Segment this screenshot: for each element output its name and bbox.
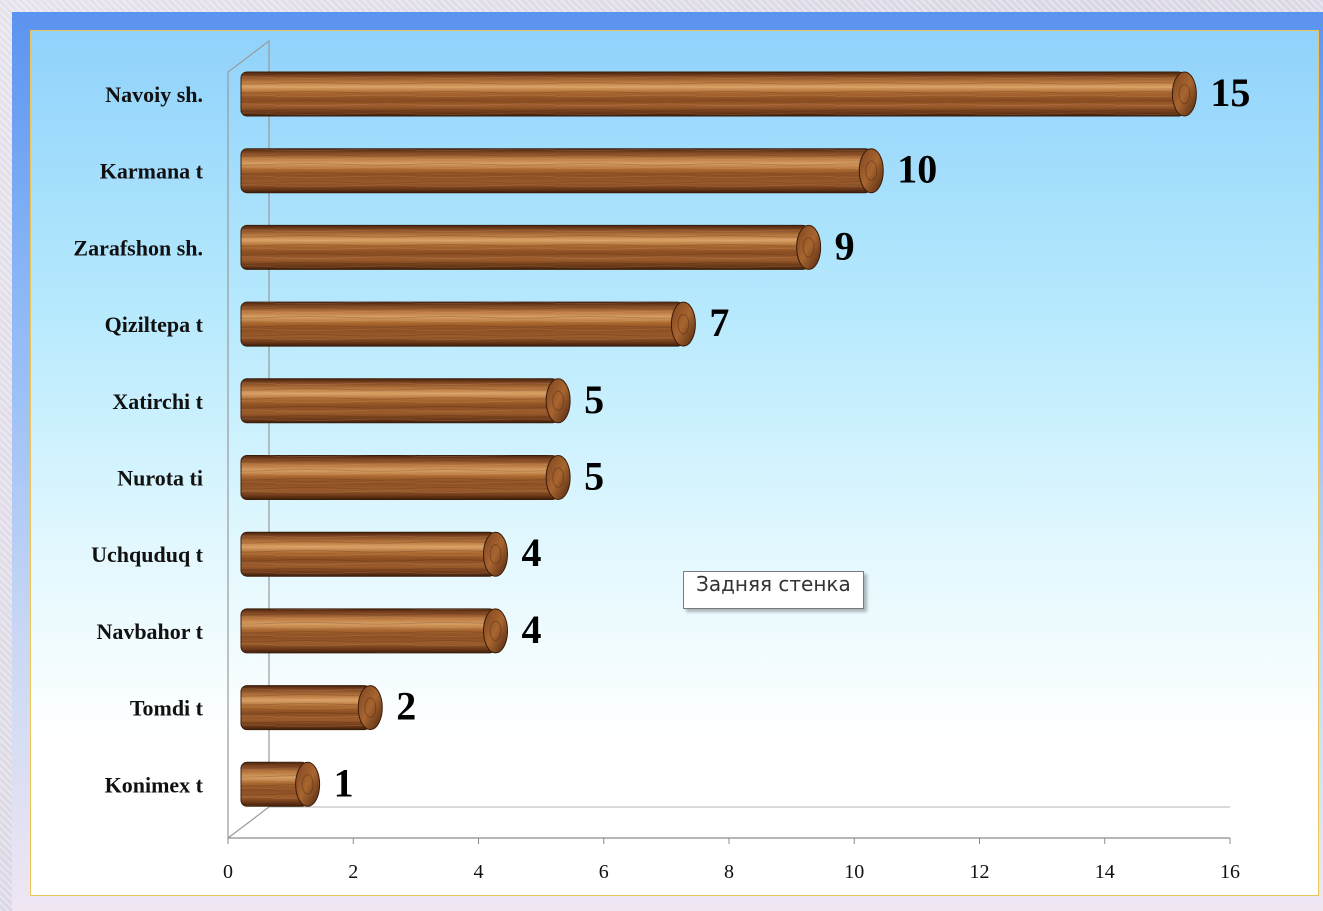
bar-end-cap — [546, 456, 570, 500]
bar-grain — [241, 379, 558, 423]
x-tick-label: 6 — [599, 861, 609, 883]
data-label: 7 — [709, 300, 729, 345]
bar[interactable] — [241, 762, 320, 806]
x-tick-label: 12 — [970, 861, 990, 883]
tooltip-text: Задняя стенка — [696, 572, 851, 596]
category-label: Navbahor t — [96, 619, 203, 644]
data-label: 10 — [897, 147, 937, 192]
bar[interactable] — [241, 225, 821, 269]
bar-end-cap — [797, 225, 821, 269]
category-label: Navoiy sh. — [105, 82, 203, 107]
bar-grain — [241, 149, 871, 193]
bar[interactable] — [241, 379, 570, 423]
data-label: 5 — [584, 454, 604, 499]
bar[interactable] — [241, 149, 883, 193]
x-tick-label: 8 — [724, 861, 734, 883]
bar[interactable] — [241, 532, 508, 576]
category-label: Xatirchi t — [112, 389, 203, 414]
category-label: Tomdi t — [130, 696, 204, 721]
bar-grain — [241, 532, 496, 576]
x-tick-label: 4 — [474, 861, 484, 883]
bar[interactable] — [241, 72, 1196, 116]
bar-end-cap — [358, 686, 382, 730]
bar-grain — [241, 72, 1184, 116]
x-tick-label: 10 — [844, 861, 864, 883]
data-label: 9 — [835, 223, 855, 268]
x-tick-label: 14 — [1095, 861, 1115, 883]
bar[interactable] — [241, 456, 570, 500]
category-label: Qiziltepa t — [105, 312, 204, 337]
bar-end-cap — [546, 379, 570, 423]
bar-end-cap — [296, 762, 320, 806]
data-label: 2 — [396, 684, 416, 729]
x-tick-label: 2 — [348, 861, 358, 883]
bar-end-cap — [484, 609, 508, 653]
bar[interactable] — [241, 686, 382, 730]
data-label: 4 — [522, 530, 542, 575]
bar-grain — [241, 456, 558, 500]
category-label: Nurota ti — [117, 466, 203, 491]
data-label: 1 — [334, 760, 354, 805]
data-label: 4 — [522, 607, 542, 652]
bar[interactable] — [241, 302, 695, 346]
bar-end-cap — [671, 302, 695, 346]
tooltip: Задняя стенка — [683, 571, 864, 609]
bar-end-cap — [484, 532, 508, 576]
bar-grain — [241, 225, 809, 269]
bar-end-cap — [859, 149, 883, 193]
bar-end-cap — [1172, 72, 1196, 116]
bar[interactable] — [241, 609, 508, 653]
category-label: Konimex t — [105, 772, 204, 797]
bar-grain — [241, 609, 496, 653]
data-label: 15 — [1210, 70, 1250, 115]
bar-grain — [241, 302, 683, 346]
category-label: Zarafshon sh. — [73, 235, 203, 260]
bars — [241, 72, 1196, 806]
x-tick-label: 0 — [223, 861, 233, 883]
data-label: 5 — [584, 377, 604, 422]
category-label: Uchquduq t — [91, 542, 204, 567]
category-label: Karmana t — [100, 159, 204, 184]
x-tick-label: 16 — [1220, 861, 1240, 883]
bar-grain — [241, 686, 370, 730]
